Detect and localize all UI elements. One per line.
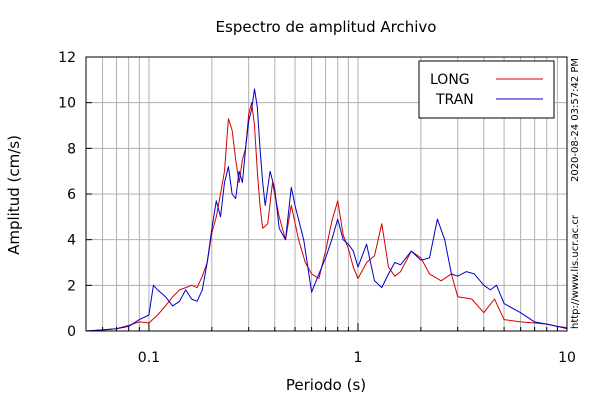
y-tick-label: 6 <box>67 187 76 203</box>
legend-label-tran: TRAN <box>435 92 474 108</box>
y-axis-label: Amplitud (cm/s) <box>5 135 23 255</box>
legend: LONG TRAN <box>418 60 555 119</box>
y-tick-label: 4 <box>67 233 76 249</box>
x-tick-label: 0.1 <box>138 350 160 366</box>
y-tick-label: 10 <box>58 96 76 112</box>
series-line-tran <box>85 88 568 332</box>
timestamp-text: 2020-08-24 03:57:42 PM <box>570 58 581 182</box>
y-tick-label: 2 <box>67 278 76 294</box>
x-tick-label: 10 <box>558 350 576 366</box>
series-line-long <box>85 102 568 332</box>
legend-box <box>418 60 555 119</box>
x-axis-label: Periodo (s) <box>286 376 366 394</box>
ticks-layer: 0.1 1 10 0 2 4 6 8 10 12 <box>58 50 576 366</box>
y-tick-label: 12 <box>58 50 76 66</box>
y-tick-label: 0 <box>67 324 76 340</box>
y-tick-label: 8 <box>67 141 76 157</box>
website-text: http://www.lis.ucr.ac.cr <box>570 214 581 329</box>
x-tick-label: 1 <box>354 350 363 366</box>
chart-title: Espectro de amplitud Archivo <box>216 18 437 36</box>
series-layer <box>85 88 568 332</box>
legend-label-long: LONG <box>430 72 470 88</box>
